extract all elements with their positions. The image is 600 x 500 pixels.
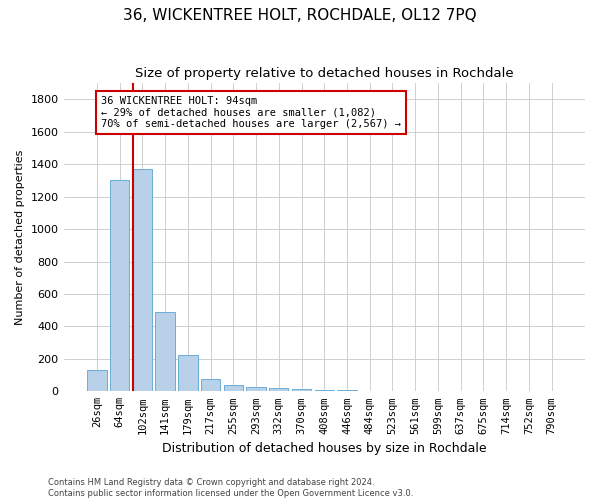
Text: 36 WICKENTREE HOLT: 94sqm
← 29% of detached houses are smaller (1,082)
70% of se: 36 WICKENTREE HOLT: 94sqm ← 29% of detac… [101, 96, 401, 129]
Text: 36, WICKENTREE HOLT, ROCHDALE, OL12 7PQ: 36, WICKENTREE HOLT, ROCHDALE, OL12 7PQ [123, 8, 477, 22]
Bar [110, 180, 130, 392]
Text: Contains HM Land Registry data © Crown copyright and database right 2024.
Contai: Contains HM Land Registry data © Crown c… [48, 478, 413, 498]
Bar [247, 387, 266, 392]
Bar [201, 379, 220, 392]
Bar [314, 390, 334, 392]
Bar [178, 355, 197, 392]
Bar [155, 312, 175, 392]
X-axis label: Distribution of detached houses by size in Rochdale: Distribution of detached houses by size … [162, 442, 487, 455]
Y-axis label: Number of detached properties: Number of detached properties [15, 150, 25, 325]
Bar [87, 370, 107, 392]
Bar [269, 388, 289, 392]
Bar [224, 385, 243, 392]
Bar [133, 169, 152, 392]
Title: Size of property relative to detached houses in Rochdale: Size of property relative to detached ho… [135, 68, 514, 80]
Bar [337, 390, 356, 392]
Bar [292, 390, 311, 392]
